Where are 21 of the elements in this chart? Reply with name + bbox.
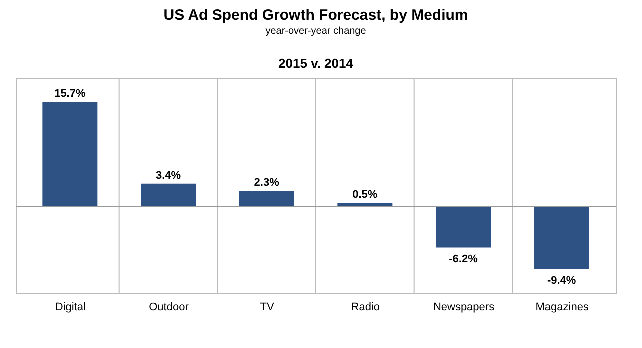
bar <box>534 206 590 269</box>
data-label: 3.4% <box>156 170 182 182</box>
chart-title: US Ad Spend Growth Forecast, by Medium <box>164 7 468 24</box>
x-tick-label: Outdoor <box>149 302 190 314</box>
x-tick-label: Digital <box>55 302 86 314</box>
chart-subtitle: year-over-year change <box>266 26 367 37</box>
data-label: 0.5% <box>352 189 378 202</box>
text: 2015 v. 2014 <box>278 56 354 71</box>
data-label: 2.3% <box>254 177 280 190</box>
x-tick-label: Magazines <box>536 302 590 314</box>
data-label: 15.7% <box>54 88 86 100</box>
data-label: -6.2% <box>449 254 478 266</box>
bar <box>42 102 98 206</box>
x-tick-label: Newspapers <box>433 302 496 314</box>
data-label: -9.4% <box>547 275 576 287</box>
bar <box>141 184 196 206</box>
x-tick-label: TV <box>260 302 276 314</box>
bar <box>338 203 393 206</box>
x-tick-label: Radio <box>351 302 380 314</box>
bar <box>239 191 294 206</box>
bar <box>436 206 491 248</box>
